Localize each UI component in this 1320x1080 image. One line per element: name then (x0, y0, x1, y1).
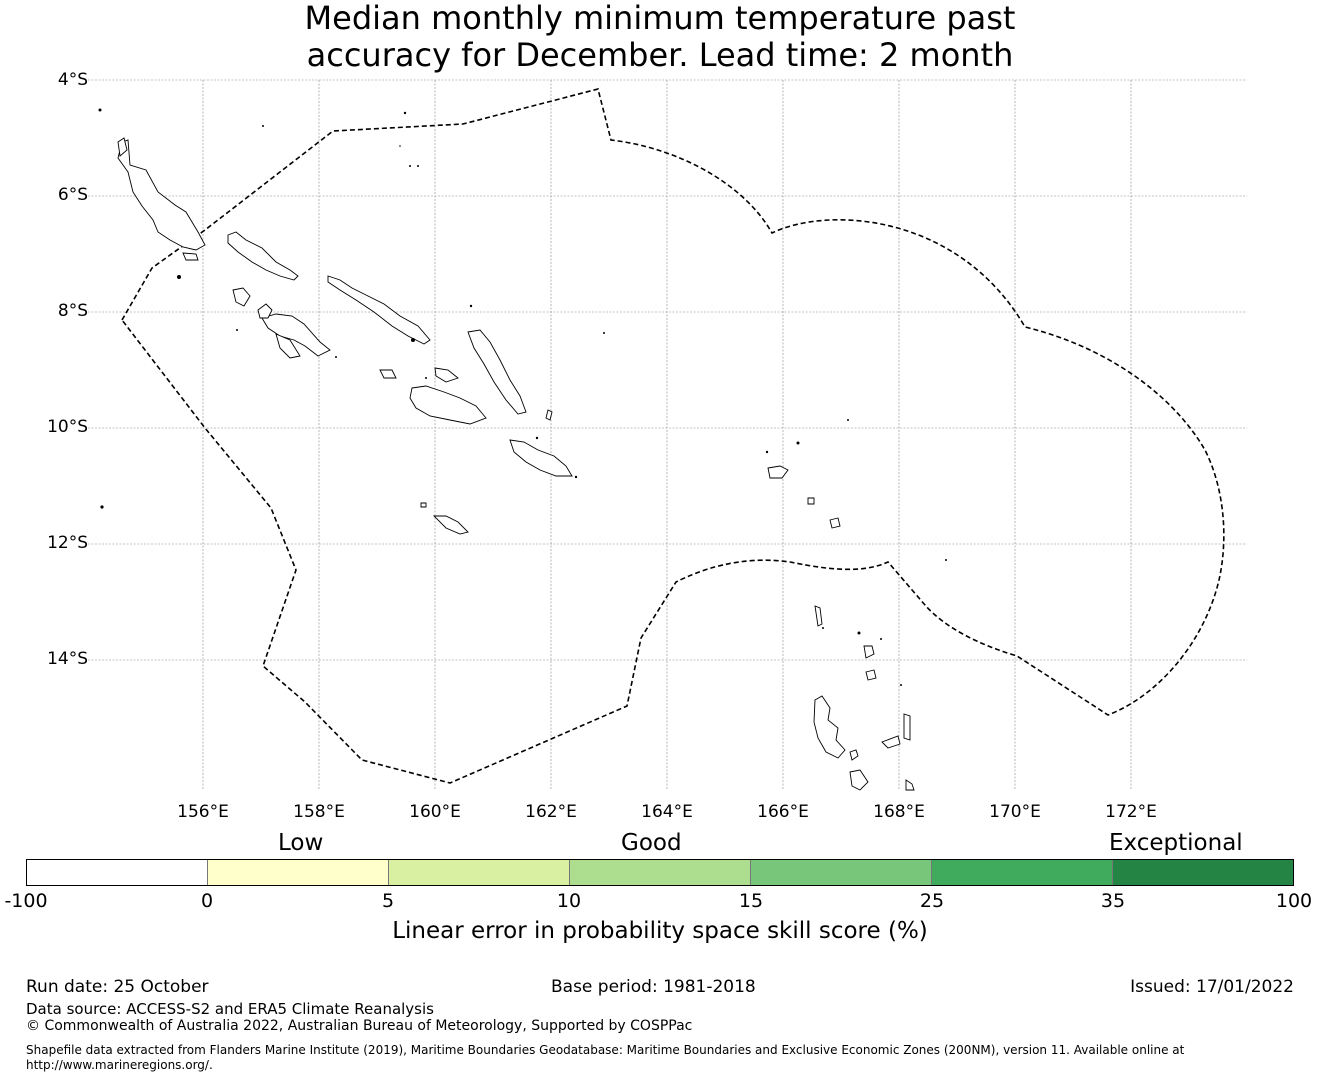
eez-boundary (121, 88, 1225, 784)
colorbar-tick: 10 (556, 890, 582, 912)
copyright: © Commonwealth of Australia 2022, Austra… (26, 1018, 693, 1034)
russell-island (379, 369, 397, 379)
colorbar-segment (208, 860, 389, 885)
pentecost-island (905, 779, 915, 791)
base-period: Base period: 1981-2018 (551, 977, 756, 997)
kolombangara-island (257, 303, 273, 319)
nendo-island (767, 465, 789, 479)
santa-isabel-island (327, 275, 431, 345)
nggela-island (434, 367, 459, 383)
torres-islands (814, 605, 823, 627)
colorbar-tick: 35 (1100, 890, 1126, 912)
gridlines (88, 79, 1247, 790)
lat-label: 6°S (57, 185, 88, 205)
shortland-island (182, 252, 199, 261)
colorbar-tick: 15 (738, 890, 764, 912)
gaua-island (863, 645, 875, 659)
lat-label: 4°S (57, 70, 88, 90)
espiritu-santo-island (813, 695, 846, 759)
colorbar-segment (1113, 860, 1293, 885)
shapefile-credit-line-2: http://www.marineregions.org/. (26, 1058, 213, 1072)
lon-label: 162°E (525, 802, 577, 822)
colorbar-tick: -100 (4, 890, 48, 912)
data-source: Data source: ACCESS-S2 and ERA5 Climate … (26, 1000, 434, 1018)
colorbar-segment (27, 860, 208, 885)
lat-label: 10°S (47, 417, 88, 437)
lat-label: 12°S (47, 533, 88, 553)
malaita-island (467, 329, 527, 415)
rendova-island (275, 333, 301, 359)
utupua-island (807, 497, 815, 505)
lon-label: 170°E (989, 802, 1041, 822)
malo-island (849, 749, 859, 761)
vanikoro-island (829, 517, 841, 529)
issued-date: Issued: 17/01/2022 (1130, 977, 1294, 997)
lon-label: 156°E (177, 802, 229, 822)
islands (117, 137, 915, 791)
vella-lavella-island (232, 287, 251, 307)
shapefile-credit: Shapefile data extracted from Flanders M… (26, 1043, 1296, 1073)
colorbar-segment (570, 860, 751, 885)
chart-title: Median monthly minimum temperature past … (0, 0, 1320, 74)
lon-label: 172°E (1105, 802, 1157, 822)
colorbar-tick: 100 (1275, 890, 1313, 912)
choiseul-island (227, 231, 299, 281)
malekula-island (849, 769, 869, 791)
legend-category-good: Good (621, 830, 682, 856)
guadalcanal-island (409, 385, 487, 425)
lat-label: 14°S (47, 649, 88, 669)
colorbar-title: Linear error in probability space skill … (392, 918, 928, 944)
colorbar-tick: 0 (200, 890, 214, 912)
ambae-island (881, 735, 901, 749)
maewo-island (903, 713, 911, 741)
lon-label: 158°E (293, 802, 345, 822)
lon-label: 160°E (409, 802, 461, 822)
colorbar-segment (751, 860, 932, 885)
colorbar-segment (932, 860, 1113, 885)
makira-island (509, 439, 573, 477)
lon-label: 166°E (757, 802, 809, 822)
islets (98, 108, 947, 686)
bougainville-island (117, 139, 206, 251)
buka-island (117, 137, 128, 157)
colorbar-segment (389, 860, 570, 885)
lon-label: 168°E (873, 802, 925, 822)
shapefile-credit-line-1: Shapefile data extracted from Flanders M… (26, 1043, 1185, 1057)
legend-category-low: Low (278, 830, 324, 856)
legend-category-exceptional: Exceptional (1109, 830, 1243, 856)
bellona-island (420, 502, 427, 508)
colorbar (26, 859, 1294, 886)
lat-label: 8°S (57, 301, 88, 321)
vanua-lava-island (865, 669, 877, 681)
colorbar-tick: 5 (381, 890, 395, 912)
rennell-island (432, 515, 469, 535)
map-area (88, 79, 1247, 791)
lon-label: 164°E (641, 802, 693, 822)
run-date: Run date: 25 October (26, 977, 209, 997)
ulawa-island (545, 409, 553, 421)
title-line-1: Median monthly minimum temperature past (304, 0, 1016, 37)
colorbar-tick: 25 (919, 890, 945, 912)
title-line-2: accuracy for December. Lead time: 2 mont… (306, 36, 1014, 74)
